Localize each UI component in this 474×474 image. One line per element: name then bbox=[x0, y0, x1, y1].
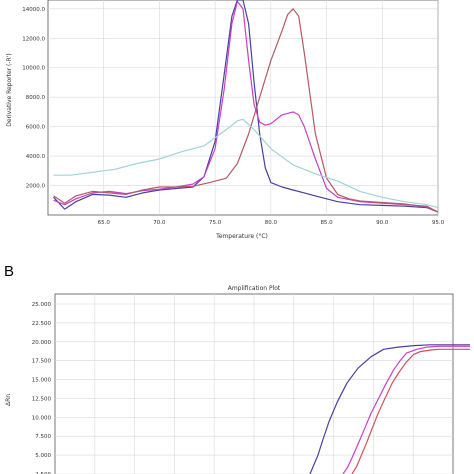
amp-y-tick-label: 17.500 bbox=[32, 359, 52, 365]
melt-x-tick-label: 85.0 bbox=[320, 220, 333, 226]
melt-y-tick-label: 10000.0 bbox=[22, 66, 45, 72]
amp-series-line-2 bbox=[342, 345, 470, 474]
amp-gridlines bbox=[55, 294, 453, 474]
melt-x-tick-label: 80.0 bbox=[265, 220, 278, 226]
amp-y-tick-label: 12.500 bbox=[32, 396, 52, 402]
amp-y-tick-label: 15.000 bbox=[32, 378, 52, 384]
melt-x-tick-label: 90.0 bbox=[376, 220, 389, 226]
melt-y-axis-label: Derivative Reporter (-R') bbox=[6, 53, 13, 126]
amp-y-tick-labels: 2.500 5.000 7.500 10.000 12.500 15.000 17.500 2… bbox=[32, 302, 52, 474]
amp-y-axis-label: ΔRn bbox=[5, 394, 12, 406]
amp-y-tick-label: 10.000 bbox=[32, 415, 52, 421]
melt-x-tick-label: 75.0 bbox=[209, 220, 222, 226]
melt-x-tick-label: 65.0 bbox=[98, 220, 111, 226]
melt-x-tick-label: 70.0 bbox=[153, 220, 166, 226]
melt-y-tick-label: 4000.0 bbox=[26, 154, 46, 160]
melt-y-tick-label: 8000.0 bbox=[26, 95, 46, 101]
melt-x-tick-labels: 65.0 70.0 75.0 80.0 85.0 90.0 95.0 bbox=[98, 220, 445, 226]
melt-series-group bbox=[53, 0, 439, 213]
melt-gridlines bbox=[48, 0, 439, 215]
amp-y-tick-label: 25.000 bbox=[32, 302, 52, 308]
melt-x-axis-label: Temperature (°C) bbox=[215, 233, 268, 240]
amp-title: Amplification Plot bbox=[228, 285, 281, 292]
melt-series-line-3 bbox=[53, 8, 439, 213]
amp-series-group bbox=[309, 344, 470, 474]
panel-b-label: B bbox=[4, 263, 14, 280]
amplification-plot: Amplification Plot 2.500 5.000 7.500 10.000… bbox=[5, 285, 470, 474]
melt-series-line-1 bbox=[53, 0, 439, 213]
melt-y-tick-labels: 2000.0 4000.0 6000.0 8000.0 10000.0 12000.0 14… bbox=[22, 7, 45, 190]
amp-series-line-3 bbox=[351, 348, 470, 474]
melt-x-tick-label: 95.0 bbox=[432, 220, 445, 226]
melt-plot-frame bbox=[47, 0, 439, 216]
amp-y-tick-label: 2.500 bbox=[35, 472, 51, 474]
melt-curve-plot: 2000.0 4000.0 6000.0 8000.0 10000.0 12000.0 14… bbox=[6, 0, 445, 240]
amp-series-line-1 bbox=[309, 344, 470, 474]
melt-y-tick-label: 12000.0 bbox=[22, 36, 45, 42]
amp-y-tick-label: 20.000 bbox=[32, 340, 52, 346]
amp-y-tick-label: 22.500 bbox=[32, 321, 52, 327]
melt-y-tick-label: 6000.0 bbox=[26, 125, 46, 131]
melt-series-line-4 bbox=[53, 118, 439, 209]
melt-y-tick-label: 2000.0 bbox=[26, 184, 46, 190]
amp-y-tick-label: 5.000 bbox=[35, 453, 51, 459]
melt-y-tick-label: 14000.0 bbox=[22, 7, 45, 13]
amp-y-tick-label: 7.500 bbox=[35, 434, 51, 440]
